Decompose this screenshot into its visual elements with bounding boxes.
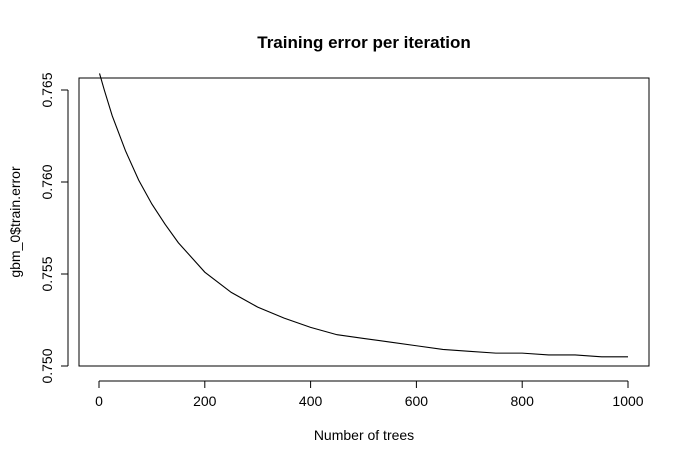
y-axis: 0.750 0.755 0.760 0.765: [39, 72, 69, 384]
y-tick-label: 0.755: [39, 256, 55, 291]
chart-title: Training error per iteration: [257, 33, 471, 52]
y-tick-label: 0.765: [39, 72, 55, 107]
x-tick-label: 0: [95, 393, 103, 409]
x-axis: 0 200 400 600 800 1000: [95, 380, 644, 409]
x-axis-label: Number of trees: [314, 427, 414, 443]
y-tick-label: 0.750: [39, 348, 55, 383]
series-line: [99, 73, 628, 358]
y-axis-label: gbm_0$train.error: [7, 166, 23, 278]
x-tick-label: 1000: [612, 393, 643, 409]
x-tick-label: 400: [299, 393, 323, 409]
y-tick-label: 0.760: [39, 164, 55, 199]
x-tick-label: 600: [405, 393, 429, 409]
x-tick-label: 200: [193, 393, 217, 409]
x-tick-label: 800: [511, 393, 535, 409]
plot-frame: [78, 77, 650, 367]
